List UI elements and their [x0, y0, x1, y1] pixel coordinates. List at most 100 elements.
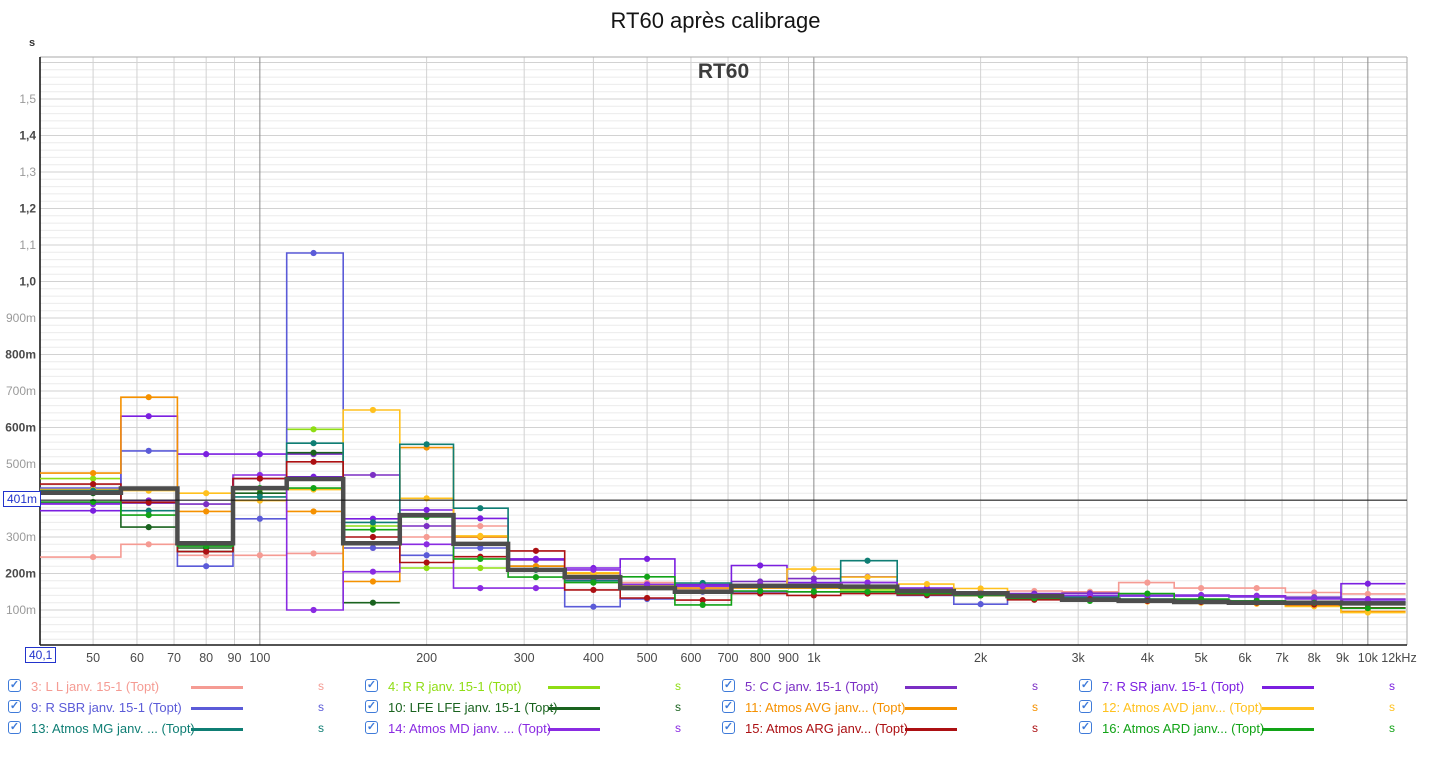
x-tick-label: 4k	[1141, 651, 1155, 665]
x-axis-labels: 50 60 70 80 90 100 200 300 400 500 600 700 800 900 1k 2…	[86, 651, 1417, 665]
series-lines	[40, 249, 1406, 616]
legend-color-swatch	[905, 686, 957, 689]
y-tick-label: 1,4	[19, 129, 36, 143]
series-point	[423, 564, 430, 572]
series-point	[423, 533, 430, 541]
y-tick-label: 800m	[5, 348, 36, 362]
y-tick-label: 1,2	[19, 202, 36, 216]
series-point	[310, 484, 317, 492]
legend-item-7[interactable]: ✓ 11: Atmos AVG janv... (Topt) s	[718, 697, 1075, 718]
series-point	[699, 601, 706, 608]
series-point	[477, 532, 484, 540]
legend-item-11[interactable]: ✓ 15: Atmos ARG janv... (Topt) s	[718, 718, 1075, 739]
legend-color-swatch	[548, 707, 600, 710]
series-point	[256, 451, 263, 458]
series-point	[145, 499, 152, 506]
series-point	[810, 588, 817, 595]
legend-checkbox[interactable]: ✓	[1079, 700, 1092, 713]
x-tick-label: 7k	[1275, 651, 1289, 665]
legend-item-12[interactable]: ✓ 16: Atmos ARD janv... (Topt) s	[1075, 718, 1431, 739]
legend-label: 16: Atmos ARD janv... (Topt)	[1102, 721, 1265, 736]
cursor-x-readout: 40,1	[25, 647, 57, 663]
x-tick-label: 500	[637, 651, 658, 665]
legend-checkbox[interactable]: ✓	[8, 679, 21, 692]
x-tick-label: 3k	[1072, 651, 1086, 665]
series-point	[590, 586, 597, 594]
legend-checkbox[interactable]: ✓	[1079, 721, 1092, 734]
legend-color-swatch	[191, 707, 243, 710]
legend-checkbox[interactable]: ✓	[8, 721, 21, 734]
series-point	[369, 544, 377, 552]
series-point	[643, 594, 651, 602]
legend-checkbox[interactable]: ✓	[722, 721, 735, 734]
series-point	[643, 555, 651, 563]
legend-unit: s	[1032, 700, 1038, 714]
y-axis-unit-label: s	[29, 37, 36, 49]
legend-item-10[interactable]: ✓ 14: Atmos MD janv. ... (Topt) s	[361, 718, 718, 739]
series-12	[40, 484, 1406, 612]
series-point	[310, 550, 317, 557]
legend-label: 13: Atmos MG janv. ... (Topt)	[31, 721, 195, 736]
legend-checkbox[interactable]: ✓	[365, 679, 378, 692]
series-point	[145, 511, 152, 519]
x-tick-label: 5k	[1194, 651, 1208, 665]
x-tick-label: 200	[416, 651, 437, 665]
series-point	[1253, 593, 1260, 600]
series-point	[145, 541, 152, 548]
legend: ✓ 3: L L janv. 15-1 (Topt) s ✓ 4: R R janv. …	[4, 676, 1431, 739]
legend-unit: s	[1032, 679, 1038, 693]
y-tick-label: 700m	[6, 384, 36, 398]
series-point	[477, 544, 484, 552]
legend-checkbox[interactable]: ✓	[365, 721, 378, 734]
series-point	[477, 585, 484, 592]
series-point	[532, 574, 540, 581]
x-tick-label: 600	[681, 651, 702, 665]
legend-item-8[interactable]: ✓ 12: Atmos AVD janv... (Topt) s	[1075, 697, 1431, 718]
average-line	[40, 476, 1406, 606]
y-tick-label: 1,3	[19, 165, 36, 179]
legend-checkbox[interactable]: ✓	[722, 679, 735, 692]
legend-item-4[interactable]: ✓ 7: R SR janv. 15-1 (Topt) s	[1075, 676, 1431, 697]
legend-item-6[interactable]: ✓ 10: LFE LFE janv. 15-1 (Topt) s	[361, 697, 718, 718]
series-point	[145, 394, 152, 401]
series-point	[477, 515, 484, 522]
series-point	[203, 451, 210, 458]
x-tick-label: 100	[249, 651, 270, 665]
y-tick-label: 300m	[6, 530, 36, 544]
legend-unit: s	[318, 721, 324, 735]
series-point	[310, 440, 317, 447]
y-tick-label: 500m	[6, 457, 36, 471]
series-point	[369, 406, 377, 414]
legend-checkbox[interactable]: ✓	[722, 700, 735, 713]
series-point	[89, 553, 97, 561]
legend-color-swatch	[1262, 707, 1314, 710]
legend-checkbox[interactable]: ✓	[365, 700, 378, 713]
legend-checkbox[interactable]: ✓	[8, 700, 21, 713]
series-point	[310, 426, 317, 433]
legend-item-3[interactable]: ✓ 5: C C janv. 15-1 (Topt) s	[718, 676, 1075, 697]
legend-unit: s	[1389, 721, 1395, 735]
series-point	[1364, 605, 1371, 612]
legend-item-1[interactable]: ✓ 3: L L janv. 15-1 (Topt) s	[4, 676, 361, 697]
series-point	[532, 555, 540, 563]
series-point	[643, 573, 651, 580]
series-point	[1144, 590, 1151, 597]
series-point	[310, 606, 317, 614]
y-tick-label: 1,5	[19, 92, 36, 106]
legend-item-9[interactable]: ✓ 13: Atmos MG janv. ... (Topt) s	[4, 718, 361, 739]
series-point	[89, 470, 97, 477]
series-point	[1364, 609, 1371, 616]
legend-item-5[interactable]: ✓ 9: R SBR janv. 15-1 (Topt) s	[4, 697, 361, 718]
legend-unit: s	[675, 721, 681, 735]
legend-color-swatch	[1262, 686, 1314, 689]
series-point	[699, 597, 706, 604]
series-point	[369, 533, 377, 541]
x-tick-label: 10k	[1358, 651, 1379, 665]
x-tick-label: 400	[583, 651, 604, 665]
x-tick-label: 800	[750, 651, 771, 665]
legend-checkbox[interactable]: ✓	[1079, 679, 1092, 692]
series-point	[369, 599, 377, 606]
x-tick-label: 8k	[1308, 651, 1322, 665]
legend-item-2[interactable]: ✓ 4: R R janv. 15-1 (Topt) s	[361, 676, 718, 697]
